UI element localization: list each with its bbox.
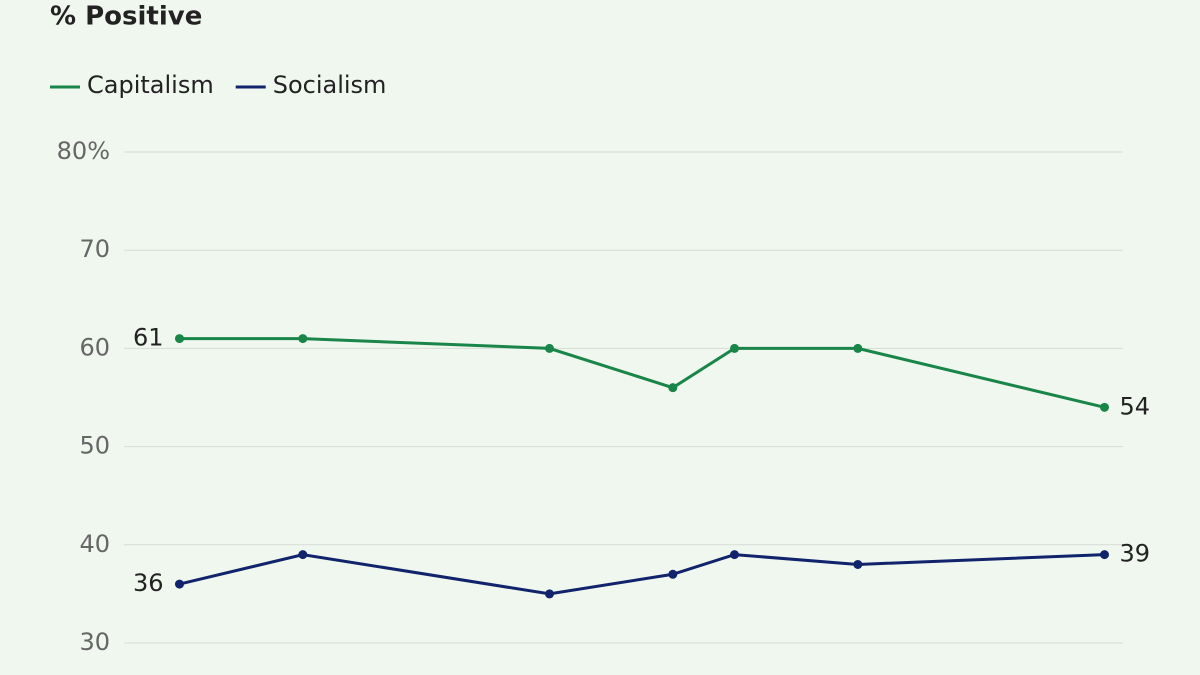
point <box>298 334 308 344</box>
y-tick-label: 70 <box>79 235 110 263</box>
point <box>853 559 863 569</box>
legend-label: Capitalism <box>87 71 214 99</box>
y-tick-label: 50 <box>79 432 110 460</box>
point <box>175 579 184 589</box>
y-tick-label: 30 <box>79 628 110 656</box>
chart-title: % Positive <box>50 2 202 32</box>
data-label: 36 <box>133 569 164 597</box>
y-tick-label: 60 <box>79 333 110 361</box>
point <box>545 343 554 353</box>
point <box>853 343 863 353</box>
y-tick-label: 40 <box>79 530 110 558</box>
data-label: 39 <box>1120 540 1151 568</box>
series-line <box>179 553 1105 596</box>
point <box>668 569 678 579</box>
point <box>545 589 554 599</box>
point <box>1100 402 1109 412</box>
point <box>730 550 739 560</box>
point <box>1100 550 1109 560</box>
data-label: 54 <box>1120 392 1151 420</box>
point <box>298 550 308 560</box>
point <box>668 383 678 393</box>
point <box>175 334 184 344</box>
point <box>730 343 739 353</box>
data-label: 61 <box>133 324 164 352</box>
y-tick-label: 80% <box>57 137 110 165</box>
legend-label: Socialism <box>273 71 387 99</box>
